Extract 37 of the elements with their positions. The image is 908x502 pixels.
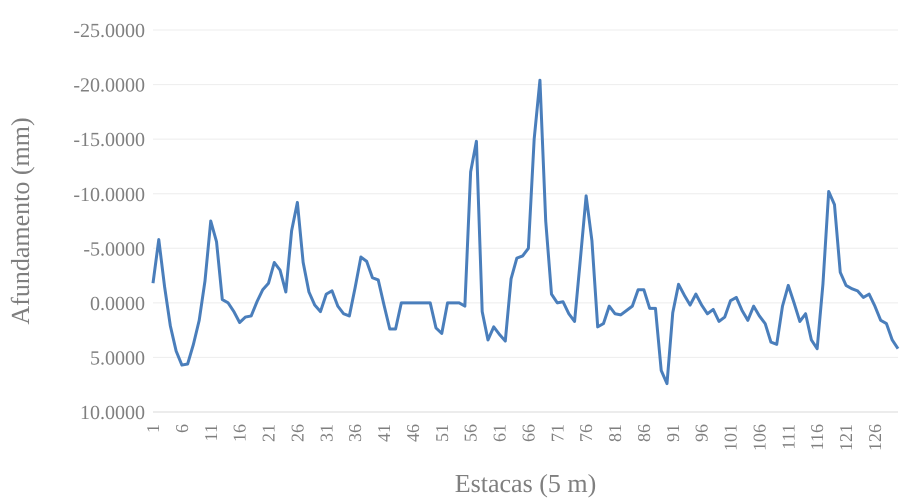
- x-tick-label: 126: [864, 424, 885, 451]
- line-series: [152, 78, 900, 386]
- y-tick-label: -10.0000: [73, 184, 145, 206]
- x-tick-label: 31: [316, 424, 336, 442]
- x-tick-label: 86: [634, 424, 654, 442]
- x-tick-label: 66: [518, 424, 538, 442]
- x-tick-label: 101: [720, 424, 741, 451]
- x-tick-label: 116: [807, 424, 828, 450]
- y-tick-label: 5.0000: [90, 348, 145, 370]
- x-tick-label: 21: [258, 424, 279, 442]
- y-tick-label: -25.0000: [73, 20, 145, 42]
- x-tick-label: 76: [576, 424, 596, 442]
- x-tick-label: 46: [402, 424, 423, 442]
- y-tick-label: 10.0000: [80, 402, 145, 424]
- x-tick-label: 41: [374, 424, 394, 442]
- x-tick-label: 91: [662, 424, 683, 442]
- x-tick-label: 56: [460, 424, 481, 442]
- x-tick-label: 11: [200, 424, 221, 442]
- x-tick-label: 51: [432, 424, 452, 442]
- x-tick-label: 121: [836, 424, 856, 451]
- y-tick-label: -20.0000: [73, 74, 145, 97]
- y-axis-title: Afundamento (mm): [6, 117, 36, 325]
- x-tick-label: 16: [230, 424, 250, 442]
- x-tick-label: 1: [143, 424, 163, 433]
- x-axis-title: Estacas (5 m): [454, 469, 596, 498]
- y-tick-label: -15.0000: [73, 129, 145, 152]
- x-tick-label: 106: [749, 424, 770, 451]
- x-tick-label: 36: [345, 424, 366, 442]
- x-tick-label: 61: [490, 424, 510, 442]
- y-tick-label: -5.0000: [83, 238, 145, 260]
- x-tick-label: 71: [547, 424, 568, 442]
- x-tick-label: 96: [692, 424, 712, 442]
- y-tick-label: 0.0000: [90, 292, 145, 315]
- x-tick-label: 26: [287, 424, 308, 442]
- x-tick-label: 6: [172, 424, 192, 433]
- x-tick-label: 111: [778, 424, 798, 450]
- x-tick-label: 81: [605, 424, 626, 442]
